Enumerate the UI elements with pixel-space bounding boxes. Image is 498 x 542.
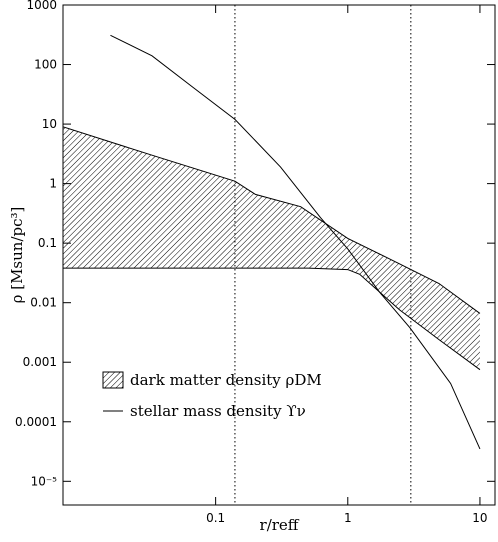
x-tick-label: 0.1 — [206, 511, 225, 525]
y-tick-label: 1000 — [26, 0, 57, 12]
x-tick-label: 10 — [472, 511, 487, 525]
y-tick-label: 10⁻⁵ — [31, 474, 58, 488]
legend-label: dark matter density ρDM — [130, 371, 322, 389]
y-tick-label: 100 — [34, 58, 57, 72]
line — [110, 34, 481, 450]
legend-label: stellar mass density ϒν — [130, 402, 306, 420]
band-lower — [63, 267, 481, 371]
x-tick-label: 1 — [344, 511, 352, 525]
legend-swatch — [102, 371, 124, 389]
band-upper — [62, 126, 481, 314]
y-axis-label: ρ [Msun/pc³] — [8, 207, 26, 304]
y-tick-label: 0.01 — [30, 296, 57, 310]
x-axis-label: r/reff — [260, 516, 300, 534]
y-tick-label: 0.1 — [38, 236, 57, 250]
y-tick-label: 0.001 — [23, 355, 57, 369]
y-tick-label: 10 — [42, 117, 57, 131]
y-tick-label: 0.0001 — [15, 415, 57, 429]
band-area — [63, 126, 480, 370]
y-tick-label: 1 — [49, 177, 57, 191]
